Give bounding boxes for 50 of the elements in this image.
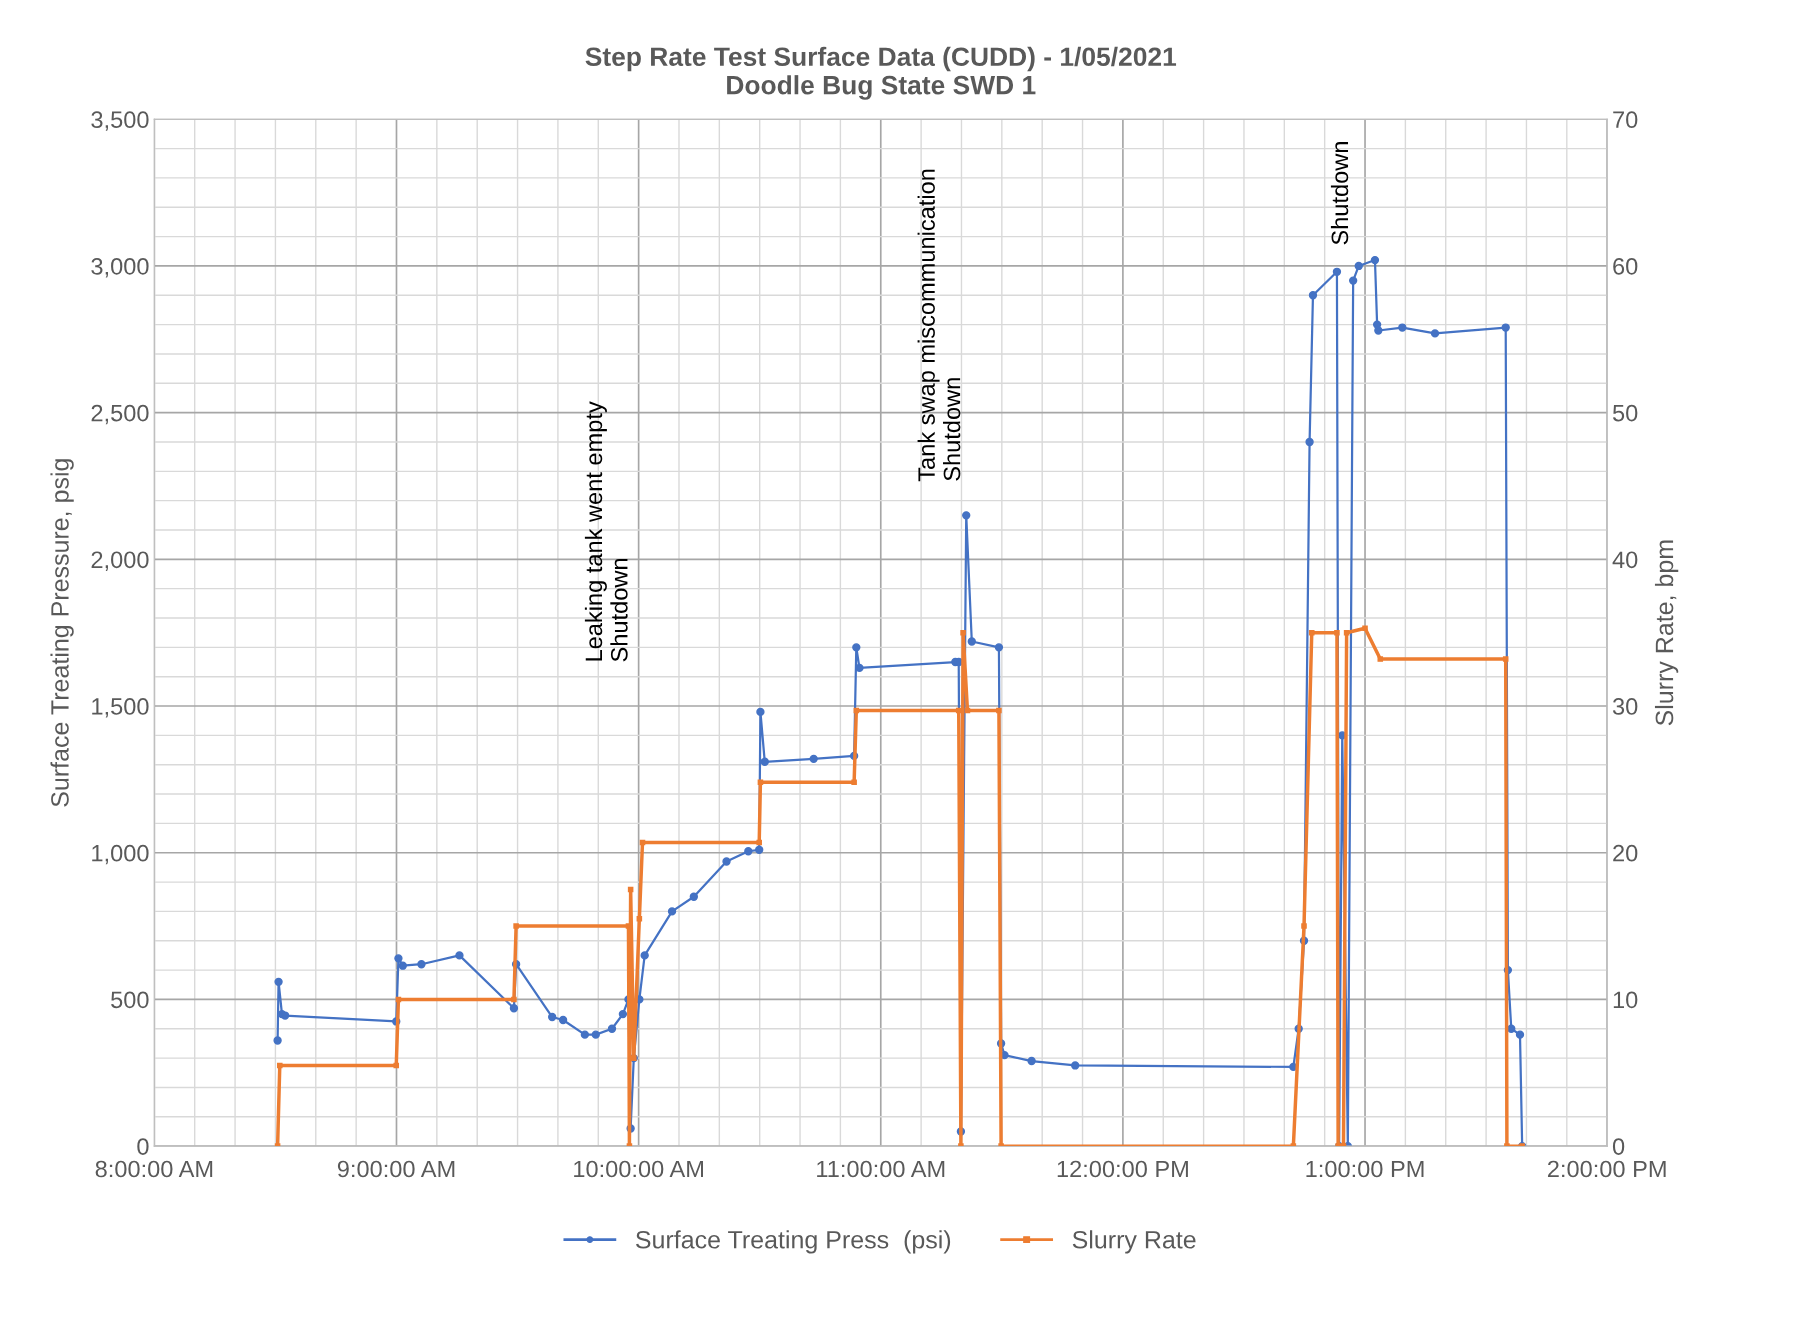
point — [1301, 923, 1307, 929]
y2-tick-label: 50 — [1612, 404, 1638, 422]
y-tick-label: 3,000 — [91, 258, 149, 278]
point — [960, 629, 966, 636]
point — [511, 996, 517, 1003]
point — [393, 1062, 400, 1069]
y2-tick-label: 20 — [1613, 844, 1638, 862]
x-tick-label: 2:00:00 PM — [1547, 1160, 1666, 1178]
y2-tick-label: 40 — [1612, 551, 1638, 569]
point — [1502, 656, 1509, 662]
x-tick-label: 9:00:00 AM — [337, 1160, 455, 1178]
y2-tick-label: 70 — [1613, 111, 1638, 129]
point — [1308, 629, 1315, 636]
y2-tick-label: 30 — [1612, 698, 1638, 715]
y-tick-label: 1,000 — [92, 844, 149, 865]
x-tick-label: 12:00:00 PM — [1057, 1160, 1188, 1178]
point — [1362, 625, 1368, 632]
y-axis-title: Surface Treating Pressure, psig — [50, 459, 74, 807]
point — [998, 1143, 1004, 1147]
annotation: Tank swap miscommunication Shutdown — [917, 169, 961, 482]
y2-tick-label: 10 — [1613, 991, 1638, 1009]
x-tick-label: 11:00:00 AM — [817, 1160, 945, 1178]
x-tick-label: 10:00:00 AM — [574, 1160, 703, 1178]
annotation: Leaking tank went empty Shutdown — [584, 401, 628, 662]
annotation: Shutdown — [1330, 142, 1349, 245]
point — [996, 707, 1002, 714]
point — [1334, 629, 1340, 636]
legend-label: Surface Treating Press (psi) — [636, 1230, 951, 1254]
point — [955, 707, 962, 714]
chart-title: Step Rate Test Surface Data (CUDD) - 1/05/2021 Doodle Bug State SWD 1 — [585, 46, 1177, 100]
y2-tick-label: 0 — [1612, 1138, 1625, 1155]
y-tick-label: 2,500 — [91, 404, 149, 425]
x-tick-label: 1:00:00 PM — [1306, 1160, 1424, 1178]
y-tick-label: 500 — [111, 991, 149, 1009]
y2-tick-label: 60 — [1613, 258, 1638, 275]
point — [513, 923, 519, 929]
legend-label: Slurry Rate — [1072, 1230, 1196, 1254]
y-tick-label: 0 — [137, 1138, 149, 1155]
point — [851, 779, 857, 786]
point — [1377, 656, 1384, 662]
y2-axis-title: Slurry Rate, bpm — [1654, 540, 1679, 726]
point — [277, 1062, 283, 1069]
point — [756, 839, 762, 846]
x-tick-label: 8:00:00 AM — [95, 1160, 213, 1178]
point — [1504, 1143, 1510, 1147]
point — [958, 1143, 964, 1147]
point — [636, 915, 643, 922]
y-tick-label: 2,000 — [91, 551, 149, 571]
y-tick-label: 1,500 — [92, 698, 149, 718]
y-tick-label: 3,500 — [91, 111, 149, 131]
